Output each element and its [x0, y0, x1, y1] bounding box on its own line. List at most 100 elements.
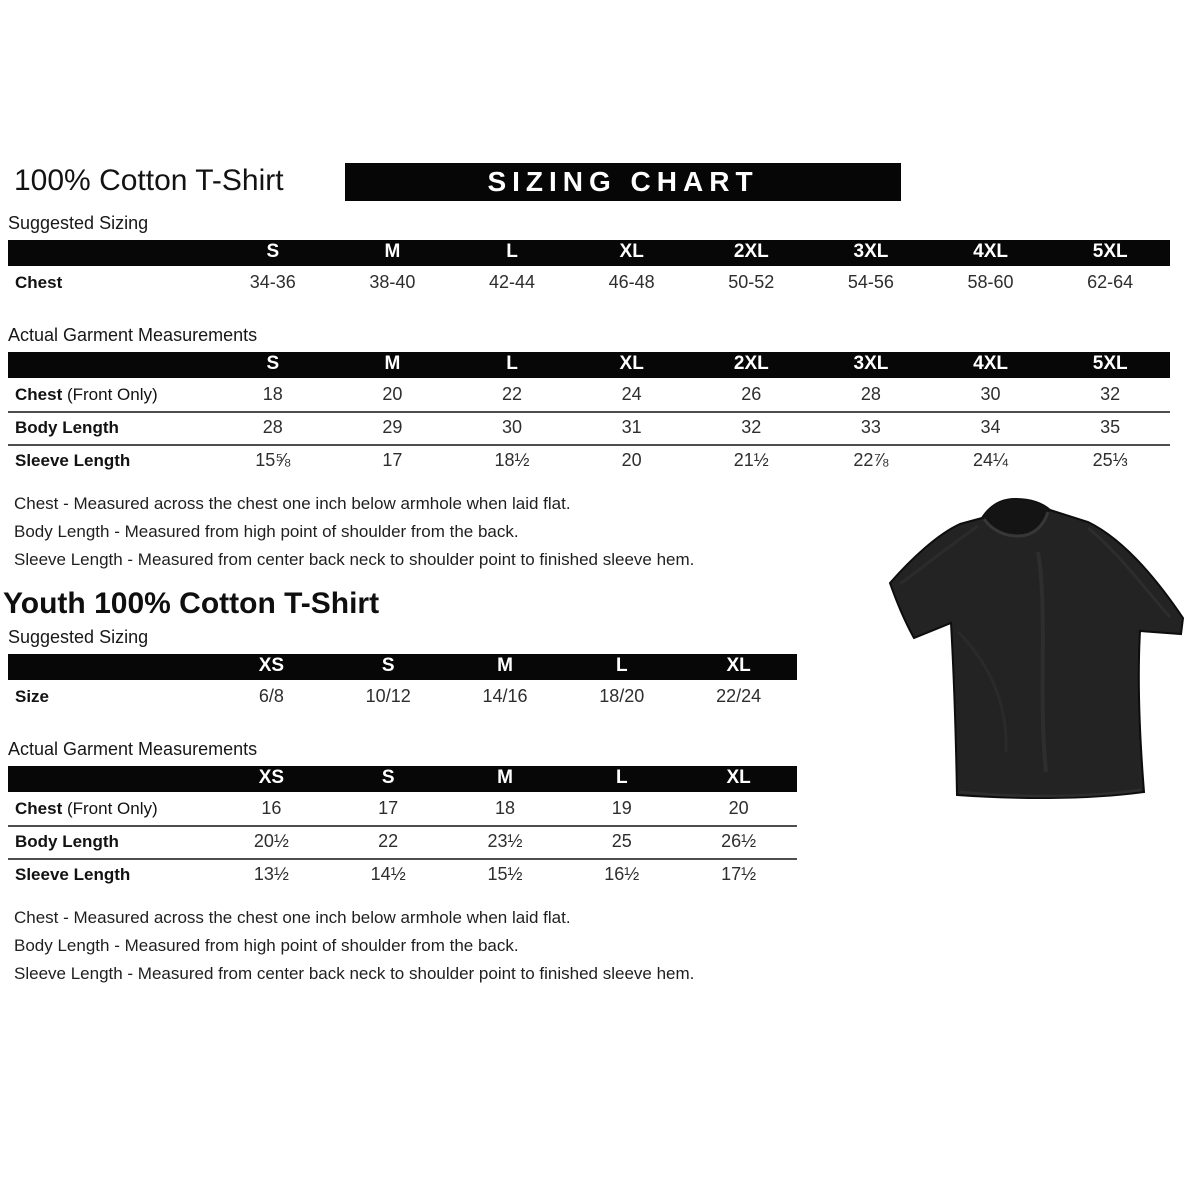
cell-value: 20½ — [213, 825, 330, 859]
cell-value: 32 — [691, 411, 812, 445]
column-header: 4XL — [930, 349, 1051, 380]
adult-measurement-notes: Chest - Measured across the chest one in… — [14, 490, 1200, 574]
table-header-row: S M L XL 2XL 3XL 4XL 5XL — [8, 237, 1170, 268]
page-title: 100% Cotton T-Shirt — [14, 164, 284, 197]
cell-value: 18 — [213, 378, 333, 412]
cell-value: 46-48 — [571, 266, 692, 299]
cell-value: 24¼ — [930, 444, 1051, 477]
column-header: 3XL — [811, 349, 931, 380]
cell-value: 20 — [680, 792, 797, 826]
youth-actual-heading: Actual Garment Measurements — [8, 739, 258, 759]
cell-value: 34 — [930, 411, 1051, 445]
cell-value: 18/20 — [563, 680, 681, 713]
header-spacer — [8, 349, 213, 380]
row-label: Sleeve Length — [8, 444, 213, 477]
cell-value: 42-44 — [452, 266, 572, 299]
cell-value: 30 — [452, 411, 572, 445]
column-header: 4XL — [930, 237, 1051, 268]
tshirt-silhouette — [888, 497, 1185, 800]
cell-value: 15½ — [446, 858, 564, 891]
cell-value: 6/8 — [213, 680, 330, 713]
cell-value: 22 — [452, 378, 572, 412]
cell-value: 13½ — [213, 858, 330, 891]
cell-value: 10/12 — [329, 680, 447, 713]
table-row: Body Length 20½ 22 23½ 25 26½ — [8, 825, 797, 859]
row-label: Sleeve Length — [8, 858, 213, 891]
cell-value: 50-52 — [691, 266, 812, 299]
cell-value: 28 — [811, 378, 931, 412]
column-header: XL — [680, 651, 797, 682]
column-header: S — [213, 237, 333, 268]
measurement-note: Chest - Measured across the chest one in… — [14, 908, 571, 927]
youth-suggested-table: XS S M L XL Size 6/8 10/12 14/16 18/20 22/24 — [8, 651, 797, 713]
column-header: L — [563, 651, 681, 682]
header-spacer — [8, 651, 213, 682]
column-header: XL — [571, 237, 692, 268]
header-spacer — [8, 763, 213, 794]
cell-value: 17 — [329, 792, 447, 826]
cell-value: 54-56 — [811, 266, 931, 299]
adult-suggested-table: S M L XL 2XL 3XL 4XL 5XL Chest 34-36 38-40 42-44 46-… — [8, 237, 1170, 299]
row-label: Body Length — [8, 825, 213, 859]
cell-value: 14/16 — [446, 680, 564, 713]
row-label: Chest — [8, 266, 213, 299]
cell-value: 25 — [563, 825, 681, 859]
column-header: 5XL — [1050, 237, 1170, 268]
row-label: Chest (Front Only) — [8, 378, 213, 412]
youth-actual-table: XS S M L XL Chest (Front Only) 16 17 18 19 20 Body … — [8, 763, 797, 891]
youth-measurement-notes: Chest - Measured across the chest one in… — [14, 904, 1200, 988]
column-header: S — [329, 763, 447, 794]
column-header: 5XL — [1050, 349, 1170, 380]
cell-value: 58-60 — [930, 266, 1051, 299]
cell-value: 29 — [332, 411, 453, 445]
cell-value: 22 — [329, 825, 447, 859]
cell-value: 14½ — [329, 858, 447, 891]
header-row: 100% Cotton T-Shirt SIZING CHART — [14, 163, 1200, 207]
cell-value: 24 — [571, 378, 692, 412]
table-row: Sleeve Length 15⅝ 17 18½ 20 21½ 22⅞ 24¼ 25⅓ — [8, 444, 1170, 477]
table-row: Chest (Front Only) 16 17 18 19 20 — [8, 792, 797, 826]
column-header: M — [332, 349, 453, 380]
cell-value: 31 — [571, 411, 692, 445]
column-header: M — [332, 237, 453, 268]
cell-value: 21½ — [691, 444, 812, 477]
row-label: Size — [8, 680, 213, 713]
column-header: L — [452, 237, 572, 268]
cell-value: 35 — [1050, 411, 1170, 445]
table-row: Body Length 28 29 30 31 32 33 34 35 — [8, 411, 1170, 445]
tshirt-collar-band — [982, 511, 1050, 538]
table-row: Chest (Front Only) 18 20 22 24 26 28 30 32 — [8, 378, 1170, 412]
column-header: M — [446, 651, 564, 682]
cell-value: 16½ — [563, 858, 681, 891]
cell-value: 33 — [811, 411, 931, 445]
measurement-note: Sleeve Length - Measured from center bac… — [14, 550, 695, 569]
cell-value: 28 — [213, 411, 333, 445]
cell-value: 26 — [691, 378, 812, 412]
cell-value: 25⅓ — [1050, 444, 1170, 477]
row-label: Chest (Front Only) — [8, 792, 213, 826]
adult-suggested-heading: Suggested Sizing — [8, 213, 149, 233]
measurement-note: Chest - Measured across the chest one in… — [14, 494, 571, 513]
cell-value: 30 — [930, 378, 1051, 412]
adult-actual-table: S M L XL 2XL 3XL 4XL 5XL Chest (Front Only) 18 20 2… — [8, 349, 1170, 477]
column-header: XS — [213, 651, 330, 682]
cell-value: 16 — [213, 792, 330, 826]
measurement-note: Body Length - Measured from high point o… — [14, 522, 519, 541]
cell-value: 19 — [563, 792, 681, 826]
cell-value: 26½ — [680, 825, 797, 859]
column-header: L — [452, 349, 572, 380]
column-header: 2XL — [691, 349, 812, 380]
cell-value: 18½ — [452, 444, 572, 477]
cell-value: 38-40 — [332, 266, 453, 299]
cell-value: 15⅝ — [213, 444, 333, 477]
cell-value: 22⅞ — [811, 444, 931, 477]
column-header: 2XL — [691, 237, 812, 268]
column-header: XS — [213, 763, 330, 794]
column-header: M — [446, 763, 564, 794]
column-header: XL — [571, 349, 692, 380]
cell-value: 20 — [571, 444, 692, 477]
header-spacer — [8, 237, 213, 268]
cell-value: 32 — [1050, 378, 1170, 412]
youth-title: Youth 100% Cotton T-Shirt — [3, 587, 380, 620]
